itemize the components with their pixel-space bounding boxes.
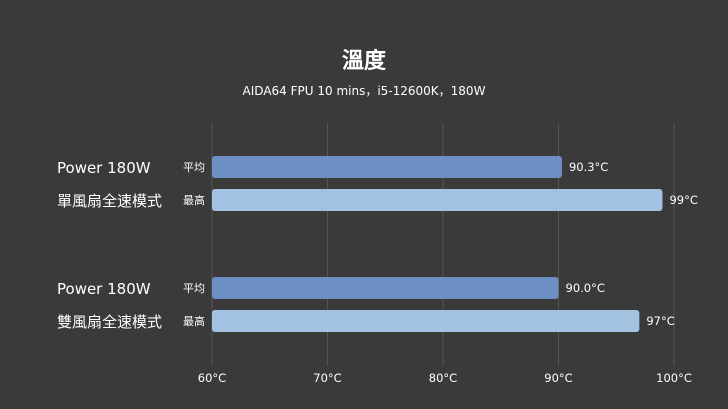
series-label: 平均 xyxy=(183,282,205,295)
series-label: 最高 xyxy=(183,314,205,328)
x-axis-ticks: 60°C 70°C 80°C 90°C 100°C xyxy=(198,371,692,385)
group-label-line2: 單風扇全速模式 xyxy=(57,192,162,210)
data-label: 90.0°C xyxy=(566,281,605,295)
chart-subtitle: AIDA64 FPU 10 mins，i5-12600K，180W xyxy=(243,84,486,98)
series-label: 最高 xyxy=(183,193,205,207)
bar-max xyxy=(212,189,663,211)
bar-average xyxy=(212,156,562,178)
bar-group: Power 180W 單風扇全速模式 平均 90.3°C 最高 99°C xyxy=(57,156,698,211)
x-tick-label: 70°C xyxy=(313,371,341,385)
chart-title: 溫度 xyxy=(342,48,387,74)
bar-group: Power 180W 雙風扇全速模式 平均 90.0°C 最高 97°C xyxy=(57,277,675,332)
group-label-line2: 雙風扇全速模式 xyxy=(57,313,162,331)
x-tick-label: 80°C xyxy=(429,371,457,385)
x-tick-label: 90°C xyxy=(544,371,572,385)
x-tick-label: 100°C xyxy=(656,371,692,385)
group-label-line1: Power 180W xyxy=(57,280,151,298)
series-label: 平均 xyxy=(183,161,205,174)
group-label-line1: Power 180W xyxy=(57,159,151,177)
data-label: 97°C xyxy=(646,314,674,328)
data-label: 90.3°C xyxy=(569,160,608,174)
bar-max xyxy=(212,310,640,332)
data-label: 99°C xyxy=(669,193,697,207)
bar-average xyxy=(212,277,559,299)
x-tick-label: 60°C xyxy=(198,371,226,385)
